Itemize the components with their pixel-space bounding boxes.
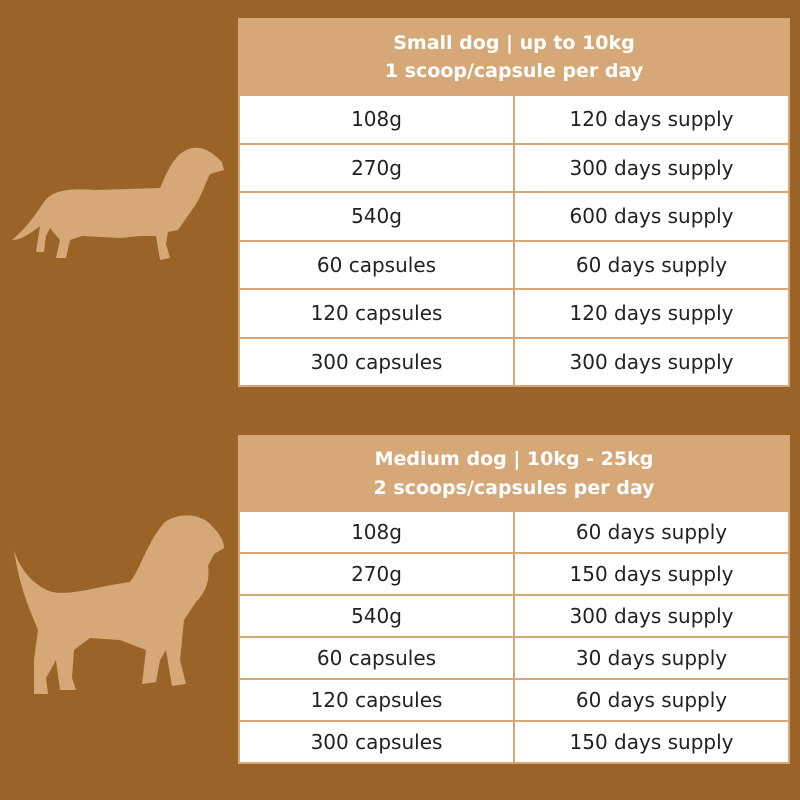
table-row: 300 capsules 150 days supply <box>240 720 788 762</box>
table-cell: 60 days supply <box>513 512 788 552</box>
table-row: 270g 150 days supply <box>240 552 788 594</box>
table-row: 60 capsules 60 days supply <box>240 239 788 288</box>
header-line: Medium dog | 10kg - 25kg <box>374 448 654 470</box>
table-cell: 540g <box>351 604 402 628</box>
table-cell: 120 capsules <box>310 688 443 712</box>
header-line: 2 scoops/capsules per day <box>373 476 655 499</box>
table-cell: 300 capsules <box>310 730 443 754</box>
supply-table: Medium dog | 10kg - 25kg 2 scoops/capsule… <box>238 435 790 764</box>
table-cell: 120 days supply <box>513 96 788 143</box>
table-cell: 600 days supply <box>513 193 788 240</box>
table-cell: 60 capsules <box>316 252 437 277</box>
table-cell: 108g <box>351 107 402 132</box>
table-cell: 300 days supply <box>513 596 788 636</box>
table-row: 120 capsules 120 days supply <box>240 288 788 337</box>
spaniel-icon <box>14 515 224 694</box>
table-cell: 300 days supply <box>513 144 788 191</box>
table-cell: 60 capsules <box>316 646 437 670</box>
table-cell: 150 days supply <box>513 722 788 762</box>
table-cell: 300 capsules <box>310 349 443 374</box>
table-cell: 300 days supply <box>513 338 788 385</box>
table-cell: 270g <box>351 562 402 586</box>
dachshund-icon <box>12 147 224 260</box>
table-cell: 30 days supply <box>513 638 788 678</box>
table-row: 270g 300 days supply <box>240 142 788 191</box>
table-row: 60 capsules 30 days supply <box>240 636 788 678</box>
table-header: Medium dog | 10kg - 25kg 2 scoops/capsule… <box>240 437 788 510</box>
table-header: Small dog | up to 10kg 1 scoop/capsule pe… <box>240 20 788 94</box>
table-row: 120 capsules 60 days supply <box>240 678 788 720</box>
table-cell: 60 days supply <box>513 680 788 720</box>
table-cell: 60 days supply <box>513 241 788 288</box>
table-cell: 540g <box>351 204 402 229</box>
table-row: 108g 60 days supply <box>240 510 788 552</box>
table-row: 108g 120 days supply <box>240 94 788 143</box>
table-row: 300 capsules 300 days supply <box>240 336 788 385</box>
table-row: 540g 600 days supply <box>240 191 788 240</box>
header-line: Small dog | up to 10kg <box>393 31 635 54</box>
table-row: 540g 300 days supply <box>240 594 788 636</box>
table-cell: 150 days supply <box>513 554 788 594</box>
table-cell: 120 days supply <box>513 290 788 337</box>
table-cell: 120 capsules <box>310 301 443 326</box>
header-line: 1 scoop/capsule per day <box>384 60 644 82</box>
table-cell: 270g <box>351 155 402 180</box>
table-cell: 108g <box>351 520 402 544</box>
supply-table: Small dog | up to 10kg 1 scoop/capsule pe… <box>238 18 790 387</box>
